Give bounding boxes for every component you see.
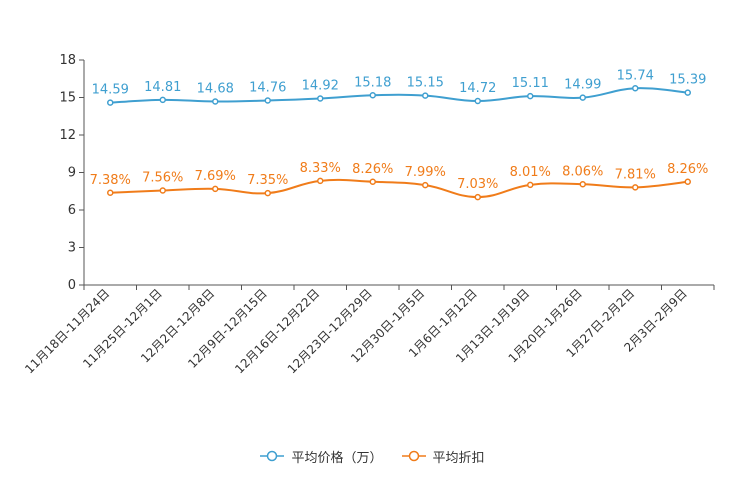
data-label-discount: 8.26% [667,162,708,177]
data-point-price[interactable] [264,97,271,104]
data-point-discount[interactable] [107,189,114,196]
series-line-price [110,87,688,104]
data-label-discount: 8.06% [562,164,603,179]
data-label-price: 14.81 [144,80,181,95]
data-point-price[interactable] [684,89,691,96]
y-tick-label: 0 [68,278,76,293]
data-label-price: 15.39 [669,73,706,88]
data-label-price: 15.18 [354,75,391,90]
data-label-discount: 7.69% [195,169,236,184]
y-tick-label: 15 [59,91,76,106]
y-tick-label: 3 [68,241,76,256]
data-point-price[interactable] [107,99,114,106]
data-label-discount: 8.26% [352,162,393,177]
data-label-price: 14.99 [564,78,601,93]
legend-marker-discount-icon [401,450,426,462]
data-point-discount[interactable] [422,181,429,189]
legend-label-price: 平均价格（万） [291,450,383,466]
data-label-discount: 7.56% [142,171,183,186]
data-point-price[interactable] [474,97,481,105]
legend-item-price[interactable]: 平均价格（万） [259,447,383,466]
data-point-discount[interactable] [159,187,166,194]
series-line-discount [110,178,688,199]
y-tick-label: 12 [59,128,76,143]
data-point-price[interactable] [212,98,219,105]
data-point-discount[interactable] [632,184,639,191]
data-point-price[interactable] [422,92,429,99]
data-label-price: 14.59 [92,83,129,98]
y-tick-label: 6 [68,203,76,218]
data-point-price[interactable] [369,92,376,99]
legend-item-discount[interactable]: 平均折扣 [401,447,485,466]
data-point-discount[interactable] [527,181,534,189]
data-point-discount[interactable] [369,178,376,185]
data-point-discount[interactable] [212,185,219,193]
data-label-price: 15.74 [617,68,654,83]
legend-marker-price-icon [260,450,285,462]
data-label-discount: 8.01% [510,165,551,180]
data-point-discount[interactable] [264,189,271,197]
data-point-discount[interactable] [317,177,324,185]
data-label-discount: 7.81% [615,167,656,182]
data-label-discount: 7.35% [247,173,288,188]
data-point-price[interactable] [579,94,586,101]
data-label-discount: 7.03% [457,177,498,192]
x-tick-label: 11月18日-11月24日 [22,286,112,376]
data-label-price: 14.92 [302,79,339,94]
y-tick-label: 9 [68,166,76,181]
data-label-price: 15.11 [512,76,549,91]
data-label-price: 14.68 [197,82,234,97]
data-point-price[interactable] [159,96,166,104]
data-label-discount: 7.99% [405,165,446,180]
y-tick-label: 18 [59,53,76,68]
data-point-discount[interactable] [579,181,586,188]
data-point-price[interactable] [527,92,534,100]
data-label-discount: 8.33% [300,161,341,176]
legend: 平均价格（万） 平均折扣 [0,446,744,466]
data-label-price: 15.15 [407,76,444,91]
data-point-discount[interactable] [684,178,691,185]
data-point-price[interactable] [632,85,639,92]
data-point-discount[interactable] [474,193,481,201]
data-point-price[interactable] [317,95,324,102]
data-label-discount: 7.38% [90,173,131,188]
data-label-price: 14.72 [459,81,496,96]
legend-label-discount: 平均折扣 [432,450,485,466]
data-label-price: 14.76 [249,81,286,96]
